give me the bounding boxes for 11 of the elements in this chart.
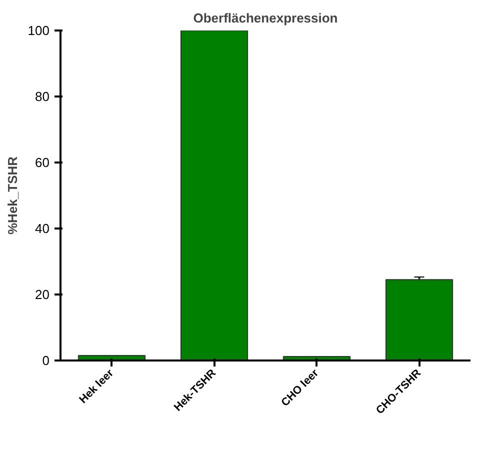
bar <box>180 30 248 360</box>
bar <box>385 279 454 360</box>
y-tick-label: 20 <box>35 287 50 302</box>
y-axis-title: %Hek_TSHR <box>4 156 20 235</box>
y-tick-label: 0 <box>42 353 50 368</box>
y-tick-label: 60 <box>35 155 50 170</box>
y-tick-label: 80 <box>35 89 50 104</box>
x-tick-label: Hek leer <box>77 366 116 406</box>
y-tick-label: 40 <box>35 221 50 236</box>
y-tick-label: 100 <box>28 23 50 38</box>
chart-title: Oberflächenexpression <box>193 10 338 26</box>
